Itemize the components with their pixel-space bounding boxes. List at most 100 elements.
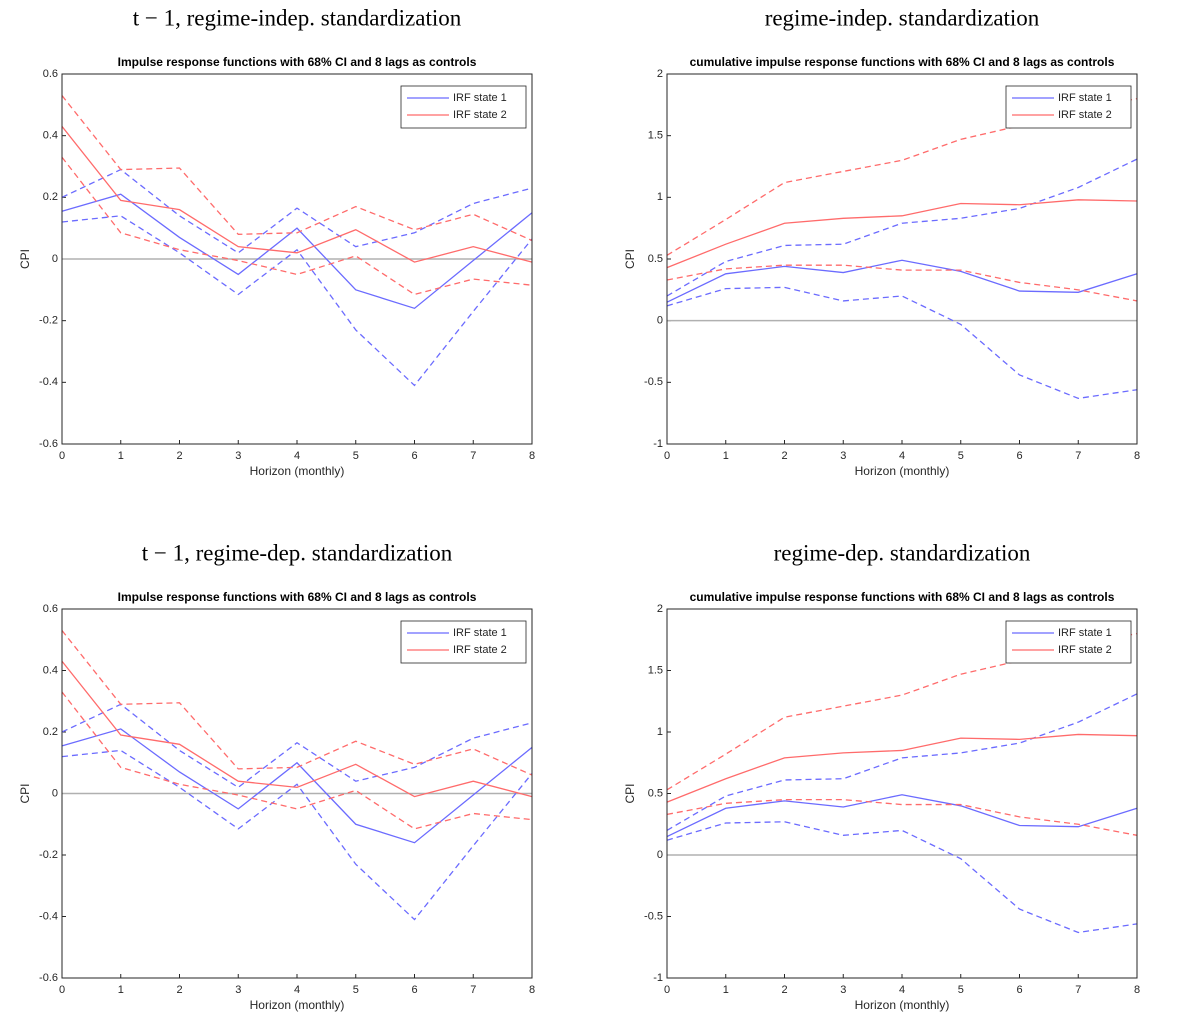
x-tick-label: 8 <box>1134 450 1140 462</box>
x-tick-label: 1 <box>118 450 124 462</box>
x-tick-label: 0 <box>664 984 670 996</box>
x-tick-label: 6 <box>1016 984 1022 996</box>
y-tick-label: 0 <box>657 849 663 861</box>
irf-line <box>61 126 533 263</box>
y-tick-label: 1.5 <box>648 664 663 676</box>
y-tick-label: 0.5 <box>648 253 663 265</box>
y-tick-label: 0 <box>52 253 58 265</box>
x-tick-label: 7 <box>1075 984 1081 996</box>
axes-box <box>61 73 533 445</box>
caption: regime-dep. standardization <box>774 540 1031 565</box>
ci-lower <box>61 691 533 830</box>
x-tick-label: 6 <box>1016 450 1022 462</box>
x-tick-label: 8 <box>1134 984 1140 996</box>
ci-upper <box>61 703 533 789</box>
legend-label: IRF state 2 <box>1058 109 1112 121</box>
x-tick-label: 3 <box>840 984 846 996</box>
x-tick-label: 7 <box>470 450 476 462</box>
x-tick-label: 2 <box>781 984 787 996</box>
y-tick-label: 2 <box>657 603 663 615</box>
y-axis-label: CPI <box>18 783 32 803</box>
legend-box <box>400 620 527 664</box>
irf-line <box>666 199 1138 269</box>
ci-lower <box>666 799 1138 836</box>
y-tick-label: 0.4 <box>43 130 58 142</box>
chart-title: cumulative impulse response functions wi… <box>690 55 1115 69</box>
ci-upper <box>666 693 1138 831</box>
x-tick-label: 0 <box>59 450 65 462</box>
y-tick-label: -1 <box>653 438 663 450</box>
legend-label: IRF state 2 <box>1058 644 1112 656</box>
x-tick-label: 3 <box>235 450 241 462</box>
legend-box <box>1005 85 1132 129</box>
irf-line <box>61 193 533 310</box>
x-tick-label: 5 <box>353 984 359 996</box>
x-tick-label: 6 <box>411 450 417 462</box>
irf-line <box>666 259 1138 303</box>
ci-lower <box>61 749 533 921</box>
y-tick-label: 0 <box>657 315 663 327</box>
axes-box <box>666 608 1138 979</box>
ci-upper <box>61 168 533 254</box>
x-tick-label: 0 <box>59 984 65 996</box>
ci-lower <box>666 286 1138 400</box>
ci-upper <box>61 95 533 242</box>
x-tick-label: 3 <box>235 984 241 996</box>
x-tick-label: 5 <box>353 450 359 462</box>
y-tick-label: 0.2 <box>43 726 58 738</box>
irf-line <box>61 728 533 844</box>
y-tick-label: -0.4 <box>39 376 58 388</box>
ci-lower <box>61 215 533 387</box>
x-tick-label: 1 <box>118 984 124 996</box>
x-tick-label: 2 <box>176 450 182 462</box>
x-axis-label: Horizon (monthly) <box>855 998 950 1012</box>
ci-lower <box>666 264 1138 302</box>
y-tick-label: 1.5 <box>648 130 663 142</box>
y-tick-label: 0.4 <box>43 664 58 676</box>
y-tick-label: 0.6 <box>43 603 58 615</box>
legend-label: IRF state 1 <box>1058 627 1112 639</box>
legend-box <box>400 85 527 129</box>
irf-line <box>61 660 533 798</box>
x-tick-label: 3 <box>840 450 846 462</box>
y-tick-label: 0.2 <box>43 191 58 203</box>
legend-label: IRF state 1 <box>453 92 507 104</box>
y-tick-label: -1 <box>653 972 663 984</box>
x-tick-label: 2 <box>781 450 787 462</box>
y-tick-label: 1 <box>657 726 663 738</box>
y-tick-label: 0 <box>52 787 58 799</box>
chart-title: cumulative impulse response functions wi… <box>690 590 1115 604</box>
axes-box <box>61 608 533 979</box>
y-tick-label: 2 <box>657 68 663 80</box>
x-tick-label: 2 <box>176 984 182 996</box>
y-tick-label: -0.2 <box>39 849 58 861</box>
x-axis-label: Horizon (monthly) <box>250 464 345 478</box>
ci-upper <box>666 158 1138 297</box>
plot-area <box>667 609 1137 978</box>
chart-title: Impulse response functions with 68% CI a… <box>118 55 477 69</box>
y-axis-label: CPI <box>623 249 637 269</box>
y-axis-label: CPI <box>18 249 32 269</box>
legend-label: IRF state 1 <box>453 627 507 639</box>
y-axis-label: CPI <box>623 783 637 803</box>
y-tick-label: -0.6 <box>39 972 58 984</box>
plot-area <box>667 74 1137 444</box>
y-tick-label: 0.5 <box>648 787 663 799</box>
y-tick-label: 0.6 <box>43 68 58 80</box>
x-tick-label: 7 <box>1075 450 1081 462</box>
legend-label: IRF state 2 <box>453 644 507 656</box>
ci-lower <box>666 821 1138 934</box>
irf-line <box>666 733 1138 803</box>
legend-label: IRF state 2 <box>453 109 507 121</box>
axes-box <box>666 73 1138 445</box>
x-axis-label: Horizon (monthly) <box>855 464 950 478</box>
caption: regime-indep. standardization <box>765 5 1040 30</box>
x-tick-label: 4 <box>899 450 905 462</box>
y-tick-label: 1 <box>657 191 663 203</box>
x-tick-label: 5 <box>958 450 964 462</box>
x-tick-label: 6 <box>411 984 417 996</box>
x-tick-label: 4 <box>294 984 300 996</box>
y-tick-label: -0.5 <box>644 910 663 922</box>
y-tick-label: -0.4 <box>39 910 58 922</box>
